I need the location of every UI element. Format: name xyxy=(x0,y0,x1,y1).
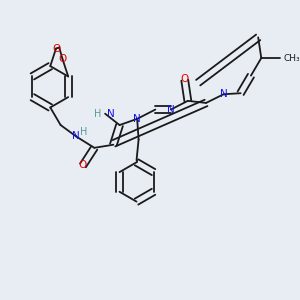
Text: O: O xyxy=(181,74,189,84)
Text: CH₃: CH₃ xyxy=(283,53,300,62)
Text: H: H xyxy=(80,127,88,137)
Text: O: O xyxy=(58,54,67,64)
Text: N: N xyxy=(133,114,141,124)
Text: H: H xyxy=(94,109,102,119)
Text: N: N xyxy=(72,131,80,141)
Text: N: N xyxy=(220,89,227,99)
Text: N: N xyxy=(167,104,175,115)
Text: O: O xyxy=(79,160,87,170)
Text: N: N xyxy=(106,109,114,119)
Text: O: O xyxy=(52,44,60,53)
